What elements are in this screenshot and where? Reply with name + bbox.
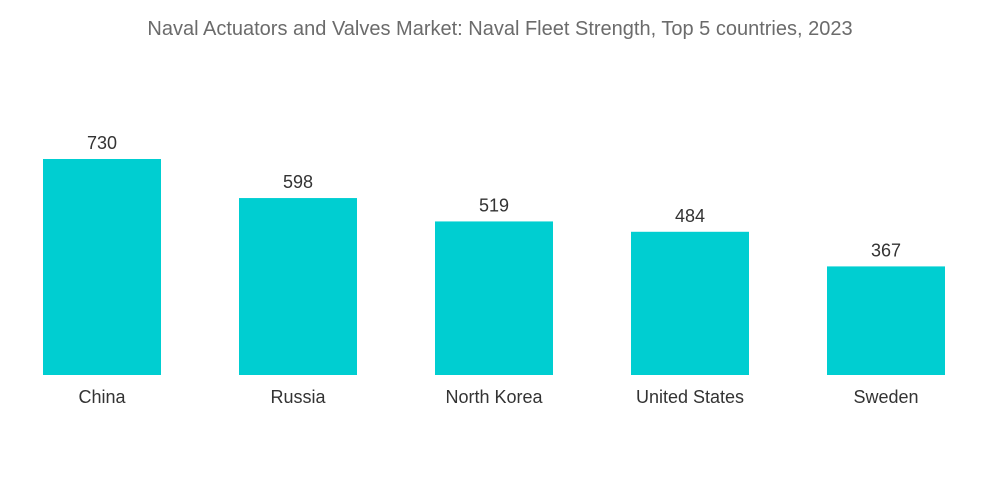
value-label: 484 [675, 206, 705, 226]
value-label: 730 [87, 133, 117, 153]
x-tick-label: North Korea [445, 387, 543, 407]
x-tick-label: Russia [270, 387, 326, 407]
bar-russia [239, 198, 357, 375]
bar-united-states [631, 231, 749, 375]
bar-sweden [827, 266, 945, 375]
value-label: 519 [479, 195, 509, 215]
x-tick-label: China [78, 387, 126, 407]
x-tick-label: United States [636, 387, 744, 407]
bar-north-korea [435, 221, 553, 375]
chart-title: Naval Actuators and Valves Market: Naval… [147, 18, 853, 40]
bar-china [43, 159, 161, 375]
x-tick-label: Sweden [853, 387, 918, 407]
value-label: 367 [871, 240, 901, 260]
value-label: 598 [283, 172, 313, 192]
